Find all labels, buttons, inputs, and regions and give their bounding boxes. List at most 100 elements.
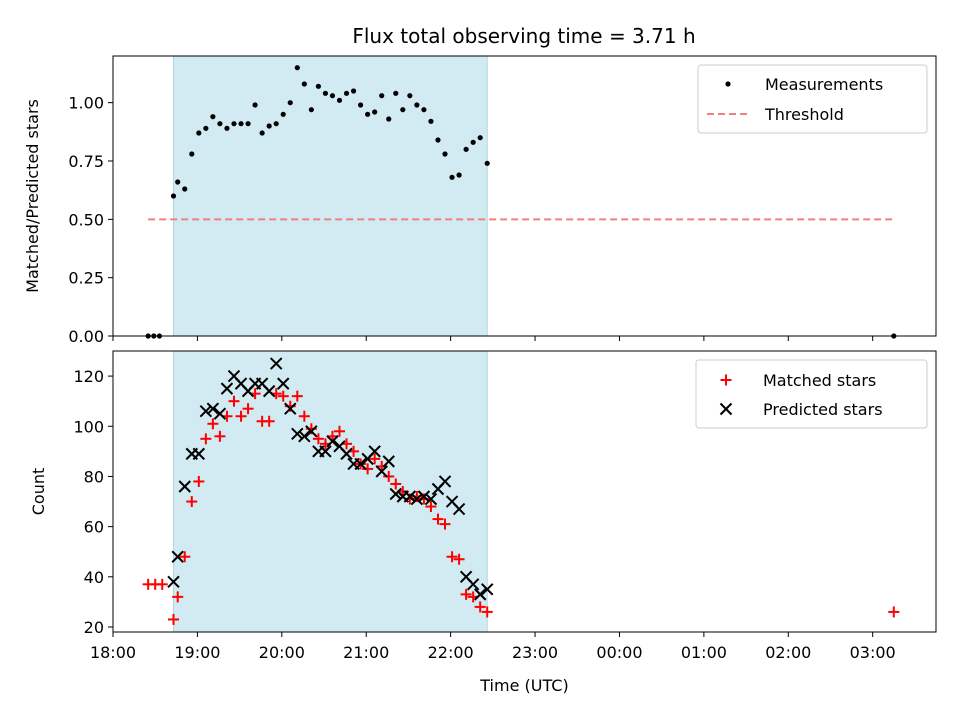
predicted-point (171, 550, 184, 563)
y-tick-label: 0.50 (68, 210, 104, 229)
predicted-point (438, 475, 452, 488)
top-y-ticks: 0.00 0.25 0.50 0.75 1.00 (68, 94, 113, 346)
predicted-point (220, 382, 234, 395)
matched-legend-marker (720, 374, 732, 386)
measurement-point (379, 93, 385, 99)
predicted-point (375, 465, 388, 478)
measurement-point (421, 107, 427, 113)
matched-point (312, 433, 324, 445)
predicted-point (389, 487, 402, 501)
predicted-point (382, 455, 395, 468)
measurement-point (358, 102, 364, 108)
matched-point (200, 433, 212, 445)
measurement-point (350, 88, 357, 94)
y-tick-label: 0.75 (68, 152, 104, 171)
x-tick-label: 23:00 (512, 643, 558, 662)
counts-layer (142, 357, 900, 625)
predicted-point (178, 480, 191, 493)
matched-point (179, 551, 191, 563)
measurement-point (266, 123, 272, 129)
predicted-point (269, 357, 283, 370)
top-axes-frame (112, 55, 937, 337)
predicted-point (417, 490, 431, 503)
matched-point (425, 501, 437, 513)
top-y-axis-label: Matched/Predicted stars (23, 99, 42, 293)
measurements-legend-label: Measurements (765, 75, 883, 94)
predicted-point (340, 447, 353, 461)
measurement-point (315, 83, 321, 89)
matched-point (263, 415, 275, 427)
measurement-point (294, 65, 300, 71)
predicted-point (305, 425, 318, 438)
bottom-x-ticks: 18:00 19:00 20:00 21:00 22:00 23:00 00:00 01:00… (90, 632, 896, 662)
matched-point (172, 591, 184, 603)
predicted-point (452, 502, 466, 516)
matched-point (228, 395, 240, 407)
y-tick-label: 0.00 (68, 327, 104, 346)
measurement-point (224, 125, 230, 131)
measurement-point (470, 139, 476, 145)
x-axis-label: Time (UTC) (479, 676, 568, 695)
measurement-point (477, 135, 483, 141)
measurement-point (301, 81, 307, 87)
matched-point (362, 463, 374, 475)
measurement-point (463, 146, 469, 152)
x-tick-label: 01:00 (681, 643, 727, 662)
measurement-point (343, 90, 350, 96)
measurement-point (189, 151, 195, 157)
measurement-point (182, 186, 188, 192)
matched-point (277, 390, 289, 402)
x-tick-label: 19:00 (174, 643, 220, 662)
matched-point (235, 410, 247, 422)
measurement-point (273, 121, 279, 127)
matched-point (481, 606, 493, 618)
measurement-point (365, 111, 371, 117)
matched-point (432, 513, 444, 525)
predicted-point (424, 492, 438, 506)
predicted-point (466, 578, 480, 591)
predicted-point (473, 588, 487, 601)
predicted-point (284, 402, 297, 415)
predicted-point (206, 402, 220, 415)
matched-point (888, 606, 900, 618)
measurement-point (372, 109, 378, 115)
measurement-point (217, 121, 223, 127)
matched-legend-label: Matched stars (763, 371, 876, 390)
measurement-point (442, 151, 448, 157)
measurement-point (484, 160, 490, 166)
top-legend: Measurements Threshold (697, 64, 928, 134)
measurement-point (393, 90, 399, 96)
bottom-legend: Matched stars Predicted stars (695, 359, 928, 429)
measurement-point (245, 121, 251, 127)
y-tick-label: 20 (84, 618, 104, 637)
predicted-legend-marker (719, 402, 733, 416)
bottom-y-axis-label: Count (29, 468, 48, 516)
measurement-point (407, 93, 413, 99)
matched-point (193, 475, 205, 487)
predicted-point (403, 490, 417, 503)
predicted-point (213, 407, 227, 420)
measurement-point (456, 172, 462, 178)
measurement-point (259, 130, 265, 136)
y-tick-label: 1.00 (68, 94, 104, 113)
measurement-point (428, 118, 434, 124)
legend-x (719, 402, 733, 416)
measurement-point (449, 174, 455, 180)
bottom-legend-box (695, 359, 928, 429)
predicted-point (481, 583, 494, 596)
measurement-point (203, 125, 209, 131)
matched-point (298, 410, 310, 422)
matched-point (439, 518, 451, 530)
measurement-point (414, 102, 420, 108)
y-tick-label: 60 (84, 518, 104, 537)
predicted-point (319, 445, 332, 458)
predicted-point (410, 492, 424, 506)
y-tick-label: 80 (84, 467, 104, 486)
measurements-legend-marker (725, 81, 731, 87)
predicted-point (199, 405, 213, 418)
top-observing-span (172, 55, 488, 337)
measurement-point (336, 97, 343, 103)
predicted-point (326, 435, 339, 448)
measurements-layer (145, 65, 897, 339)
